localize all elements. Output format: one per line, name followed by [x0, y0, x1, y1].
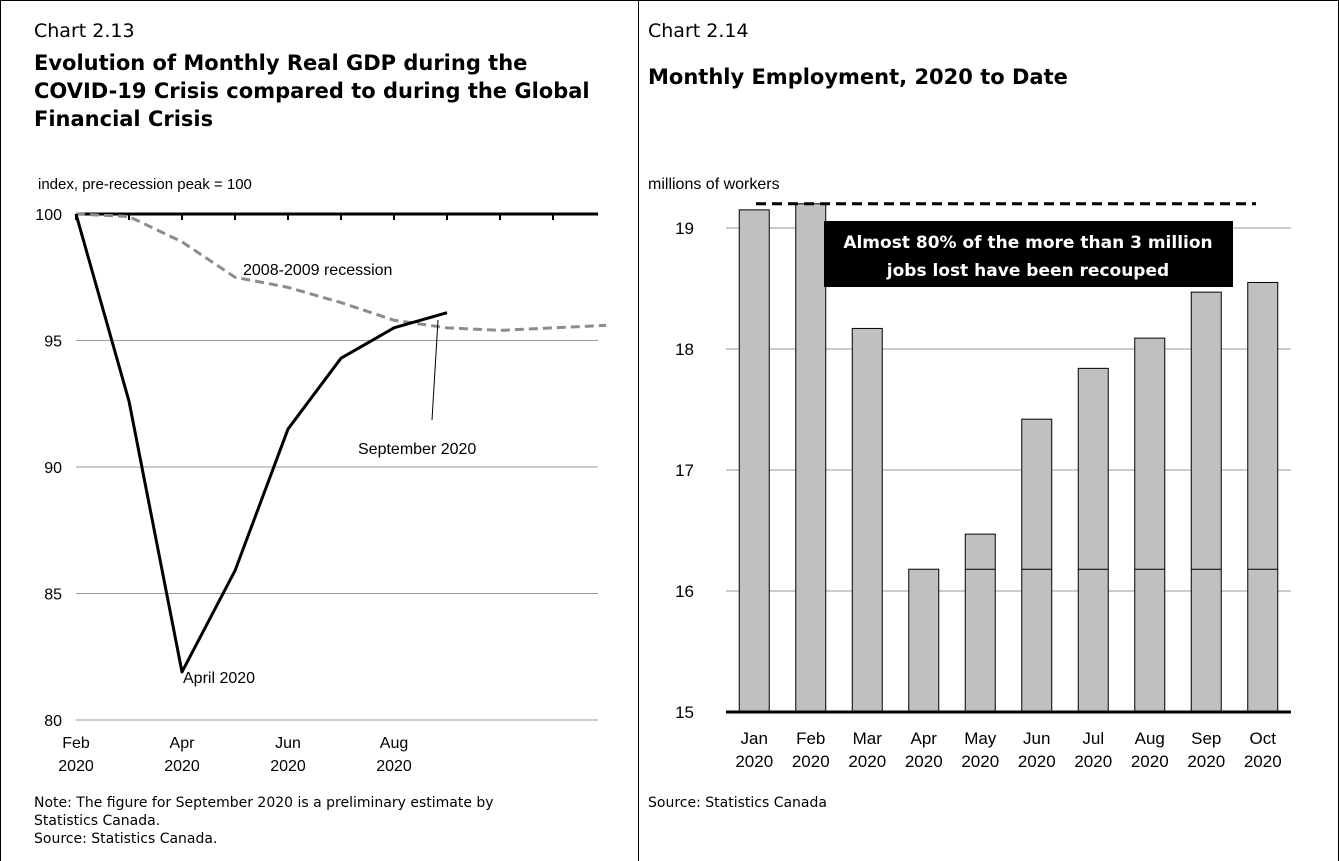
right-x-tick-label: 2020	[1018, 752, 1056, 771]
employment-bar	[1134, 337, 1166, 713]
right-x-tick-label: Aug	[1135, 729, 1165, 748]
right-x-tick-label: 2020	[735, 752, 773, 771]
right-x-tick-label: Feb	[796, 729, 825, 748]
left-x-tick-label: Aug	[380, 735, 408, 752]
employment-bar	[964, 533, 996, 713]
right-x-tick-label: 2020	[1074, 752, 1112, 771]
right-x-tick-label: Oct	[1250, 729, 1277, 748]
right-chart-number: Chart 2.14	[648, 20, 749, 42]
annotation-april: April 2020	[183, 670, 255, 687]
right-y-tick-label: 17	[675, 461, 694, 480]
left-title-line-2: COVID-19 Crisis compared to during the G…	[34, 79, 590, 103]
employment-bar	[908, 568, 940, 713]
left-x-tick-label: Apr	[170, 735, 196, 752]
left-y-tick-label: 100	[35, 207, 62, 224]
right-x-tick-label: 2020	[792, 752, 830, 771]
left-x-tick-label: Feb	[62, 735, 90, 752]
right-x-tick-label: Sep	[1191, 729, 1221, 748]
left-chart-title: Evolution of Monthly Real GDP during the…	[34, 49, 590, 133]
right-x-tick-label: Jul	[1082, 729, 1104, 748]
gdp-line-chart: index, pre-recession peak = 100 80 85 90 95…	[35, 176, 607, 775]
annotation-line-1: Almost 80% of the more than 3 million	[843, 233, 1212, 253]
left-note-line-1: Note: The figure for September 2020 is a…	[34, 795, 494, 811]
employment-bar-chart: millions of workers 15 16 17 18 19 Jan 2020 Fe…	[648, 176, 1291, 771]
right-x-tick-label: 2020	[1131, 752, 1169, 771]
left-chart-number: Chart 2.13	[34, 20, 135, 42]
frame-top-border	[0, 0, 1339, 1]
right-chart-title: Monthly Employment, 2020 to Date	[648, 65, 1068, 89]
annotation-box	[824, 221, 1233, 287]
employment-bar	[1247, 281, 1279, 713]
annotation-recession: 2008-2009 recession	[243, 262, 392, 279]
right-x-tick-label: 2020	[848, 752, 886, 771]
employment-bar	[795, 203, 827, 713]
left-title-line-1: Evolution of Monthly Real GDP during the	[34, 51, 528, 75]
left-y-tick-label: 85	[44, 587, 62, 604]
frame-divider	[638, 0, 639, 861]
right-y-tick-label: 15	[675, 703, 694, 722]
left-y-axis-label: index, pre-recession peak = 100	[38, 176, 252, 193]
right-x-tick-label: 2020	[905, 752, 943, 771]
left-x-tick-label: 2020	[58, 758, 94, 775]
right-x-tick-label: Jan	[741, 729, 768, 748]
left-y-tick-label: 90	[44, 460, 62, 477]
employment-bar	[738, 209, 770, 713]
right-y-axis-label: millions of workers	[648, 176, 780, 193]
left-note-line-2: Statistics Canada.	[34, 813, 161, 829]
right-x-tick-label: Mar	[853, 729, 883, 748]
left-x-tick-label: Jun	[275, 735, 301, 752]
right-note: Source: Statistics Canada	[648, 795, 827, 811]
right-x-tick-label: Jun	[1023, 729, 1050, 748]
right-x-tick-label: May	[964, 729, 997, 748]
september-leader-line	[431, 319, 439, 421]
left-title-line-3: Financial Crisis	[34, 107, 214, 131]
left-x-tick-label: 2020	[164, 758, 200, 775]
employment-bar	[851, 327, 883, 713]
employment-bar	[1190, 291, 1222, 713]
right-x-tick-label: Apr	[911, 729, 938, 748]
recession-2008-line	[75, 212, 607, 332]
annotation-line-2: jobs lost have been recouped	[886, 261, 1169, 281]
right-x-tick-label: 2020	[1187, 752, 1225, 771]
right-x-tick-label: 2020	[1244, 752, 1282, 771]
left-note-line-3: Source: Statistics Canada.	[34, 831, 218, 847]
left-y-tick-label: 95	[44, 334, 62, 351]
right-x-tick-label: 2020	[961, 752, 999, 771]
frame-left-border	[0, 0, 1, 861]
right-y-tick-label: 18	[675, 340, 694, 359]
right-y-tick-label: 19	[675, 219, 694, 238]
employment-bar	[1077, 367, 1109, 713]
left-x-tick-label: 2020	[376, 758, 412, 775]
covid-gdp-line	[74, 213, 448, 674]
left-y-tick-label: 80	[44, 713, 62, 730]
employment-bar	[1021, 418, 1053, 713]
annotation-september: September 2020	[358, 441, 476, 458]
left-x-tick-label: 2020	[270, 758, 306, 775]
right-y-tick-label: 16	[675, 582, 694, 601]
left-note: Note: The figure for September 2020 is a…	[34, 794, 494, 848]
